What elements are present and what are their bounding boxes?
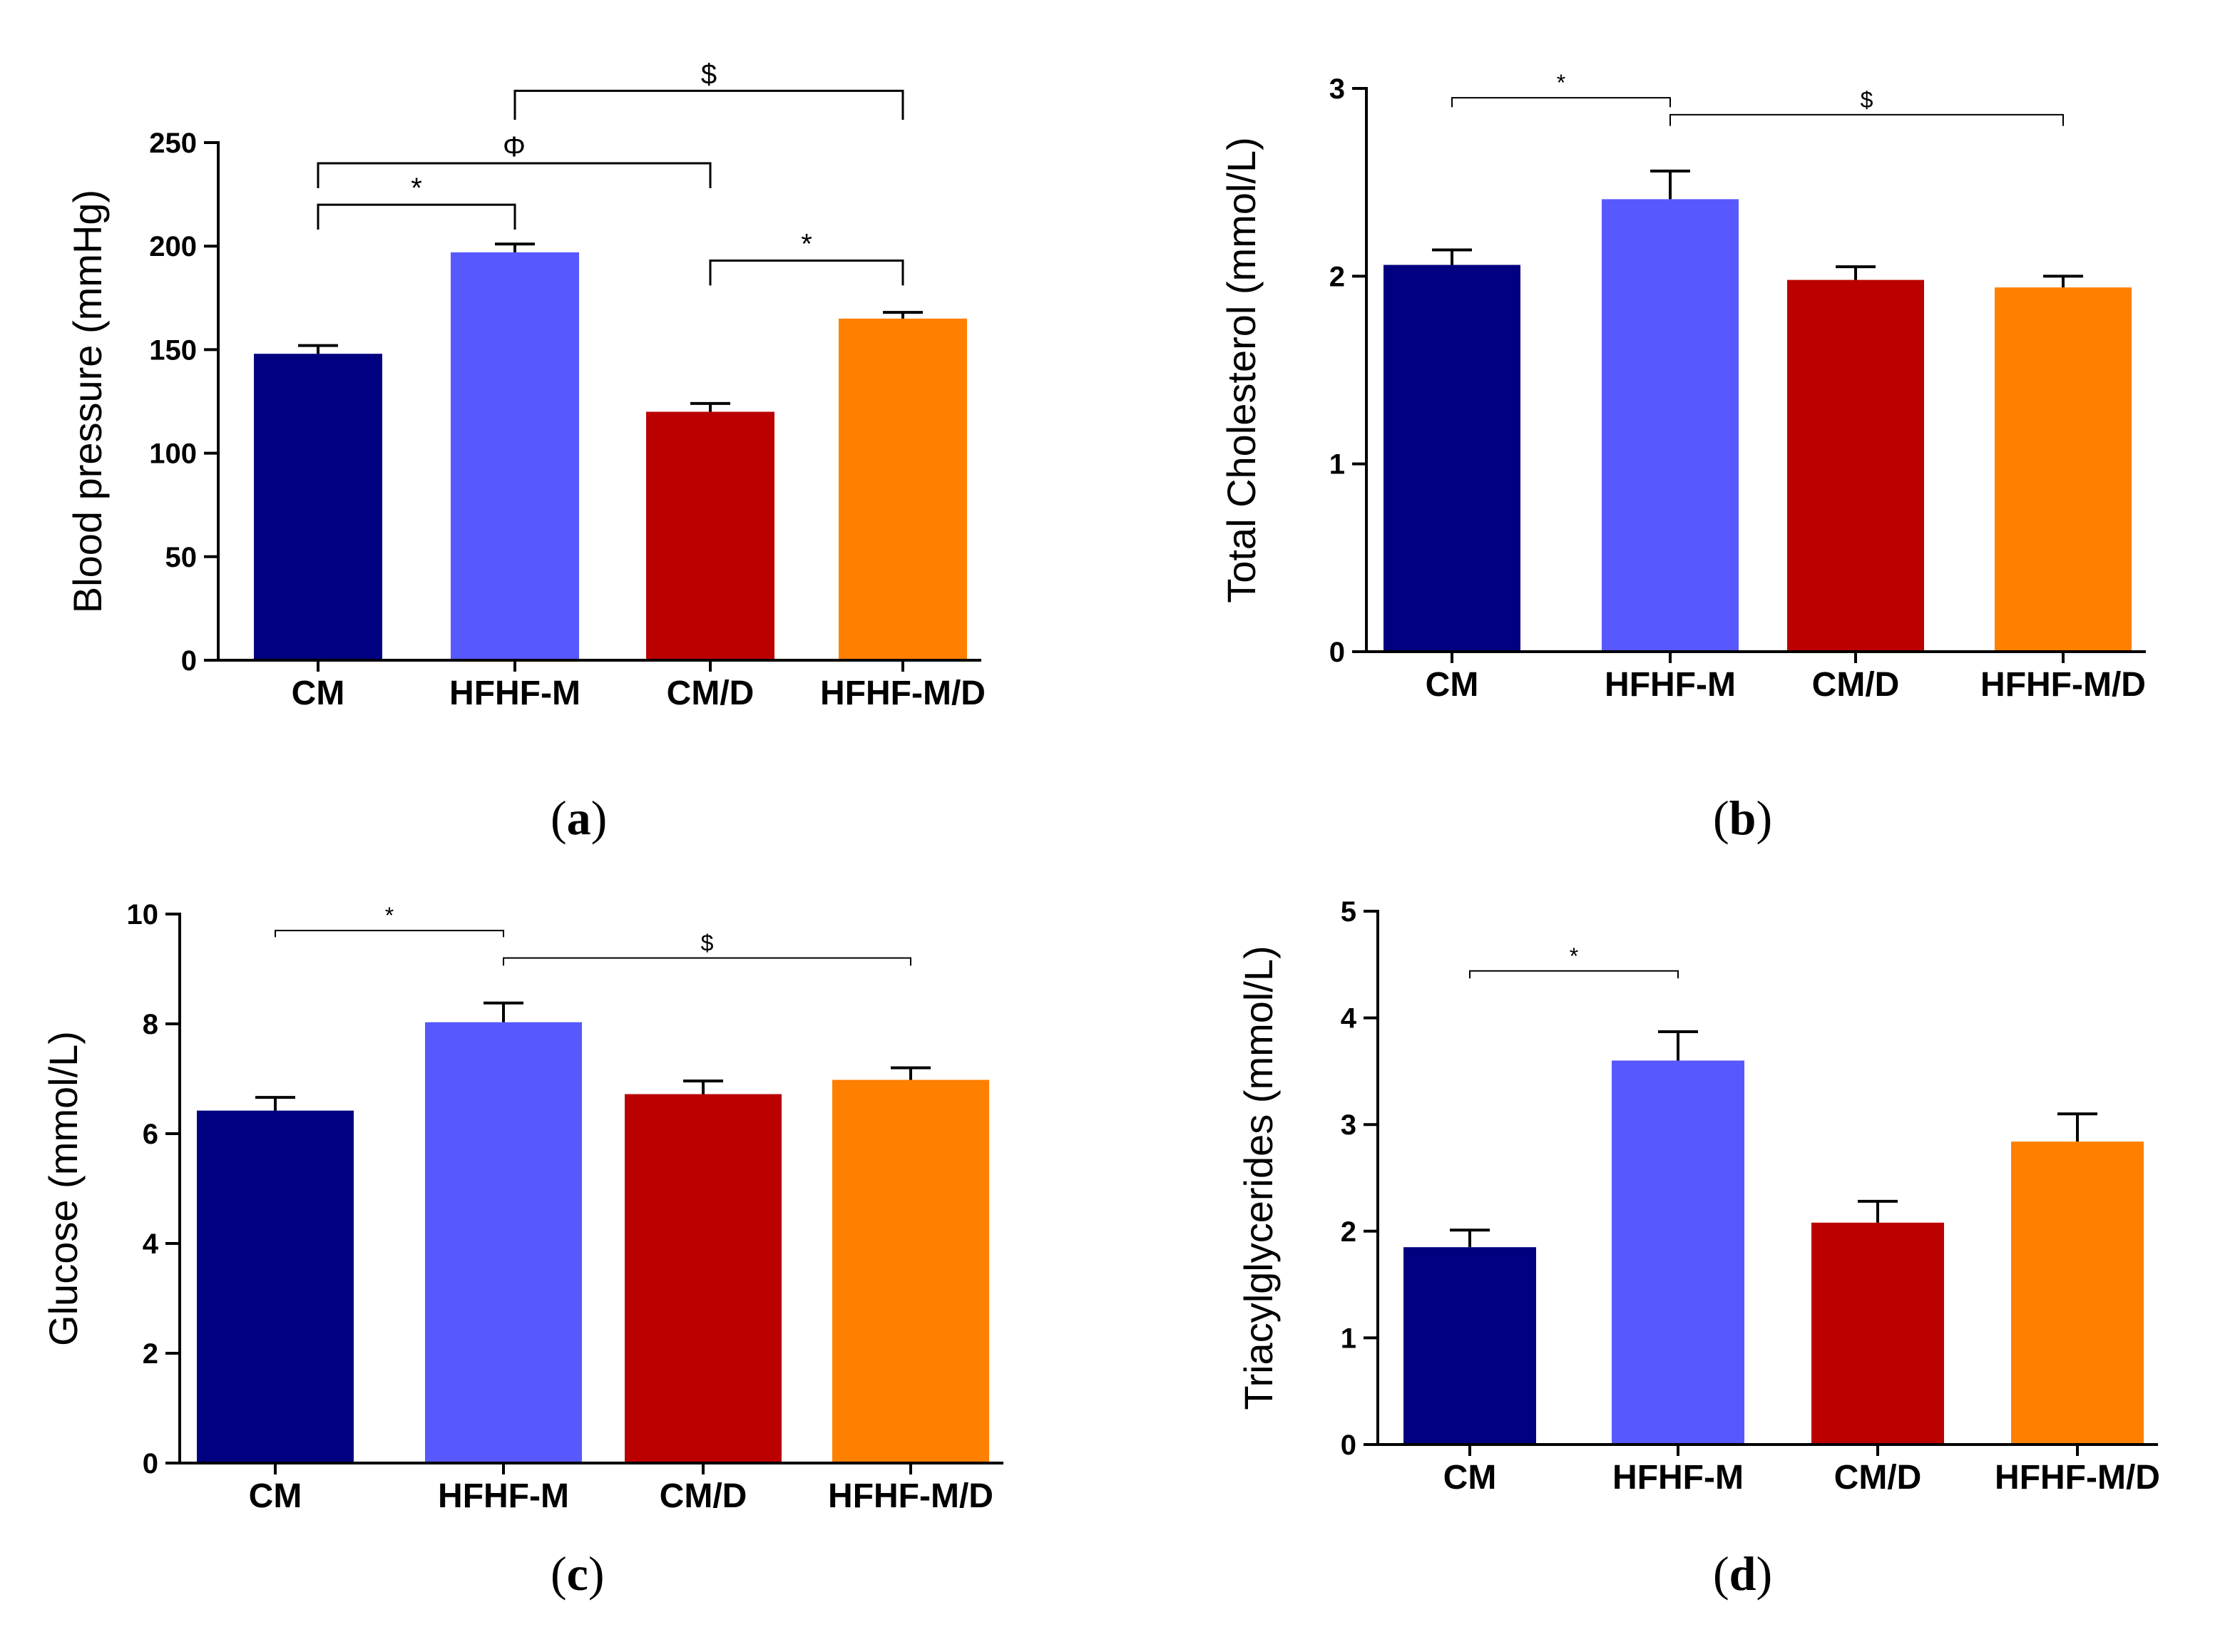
x-tick-label: CM — [249, 1477, 302, 1515]
y-axis-title: Glucose (mmol/L) — [41, 1031, 86, 1346]
x-tick-label: HFHF-M — [449, 674, 581, 712]
bar-chart-total-cholesterol: CM HFHF-M CM/D HFHF-M/D 0 1 2 3 Total Cholestero… — [1219, 70, 2146, 704]
y-tick-label: 100 — [149, 438, 197, 470]
significance-marker: * — [411, 173, 422, 204]
y-tick-label: 3 — [1341, 1109, 1356, 1141]
x-tick-label: CM — [1443, 1459, 1497, 1497]
bar-hfhf-m — [1602, 199, 1739, 652]
y-tick-label: 150 — [149, 334, 197, 366]
significance-bracket — [1669, 113, 2064, 126]
y-tick-label: 0 — [1329, 637, 1345, 668]
bar-hfhf-m-d — [839, 318, 967, 660]
y-tick-label: 1 — [1329, 449, 1345, 481]
bar-chart-blood-pressure: CM HFHF-M CM/D HFHF-M/D 0 50 100 150 200 250 Blood… — [65, 58, 986, 712]
bar-hfhf-m-d — [832, 1079, 989, 1463]
x-tick-label: HFHF-M/D — [820, 674, 986, 712]
panel-label-a: (a) — [551, 791, 608, 845]
significance-bracket — [1469, 970, 1679, 979]
significance-bracket — [1451, 97, 1671, 108]
bar-cm-d — [1811, 1222, 1944, 1445]
panel-label-d: (d) — [1713, 1546, 1773, 1601]
significance-bracket — [317, 162, 712, 188]
y-tick-label: 250 — [149, 128, 197, 159]
chart-panel-c: CM HFHF-M CM/D HFHF-M/D 0 2 4 6 8 10 Glucose (mmol… — [0, 826, 1120, 1651]
y-tick-label: 50 — [165, 542, 198, 573]
y-tick-label: 4 — [143, 1228, 159, 1260]
bar-hfhf-m — [425, 1022, 582, 1463]
bar-cm — [1384, 265, 1520, 652]
y-tick-label: 0 — [143, 1448, 158, 1479]
y-tick-label: 6 — [143, 1119, 158, 1150]
chart-panel-b: CM HFHF-M CM/D HFHF-M/D 0 1 2 3 Total Cholestero… — [1120, 0, 2239, 845]
bar-chart-triacylglycerides: CM HFHF-M CM/D HFHF-M/D 0 1 2 3 4 5 Triacylglyceri… — [1236, 896, 2160, 1497]
bar-cm — [254, 354, 382, 660]
x-tick-label: HFHF-M/D — [828, 1477, 993, 1515]
y-tick-label: 4 — [1341, 1003, 1357, 1035]
significance-marker: * — [801, 229, 812, 260]
chart-panel-a: CM HFHF-M CM/D HFHF-M/D 0 50 100 150 200 250 Blood… — [0, 0, 1120, 845]
chart-panel-d: CM HFHF-M CM/D HFHF-M/D 0 1 2 3 4 5 Triacylglyceri… — [1120, 826, 2239, 1651]
y-tick-label: 0 — [1341, 1430, 1356, 1461]
y-tick-label: 1 — [1341, 1323, 1356, 1354]
bar-cm-d — [625, 1094, 782, 1463]
bar-chart-glucose: CM HFHF-M CM/D HFHF-M/D 0 2 4 6 8 10 Glucose (mmol… — [41, 899, 1003, 1515]
x-tick-label: CM/D — [1834, 1459, 1922, 1497]
x-tick-label: CM/D — [660, 1477, 747, 1515]
x-tick-label: HFHF-M/D — [1980, 666, 2146, 704]
y-tick-label: 10 — [127, 899, 159, 930]
bar-cm-d — [1787, 279, 1924, 652]
bar-cm — [1403, 1247, 1536, 1445]
x-tick-label: CM/D — [1812, 666, 1900, 704]
significance-bracket — [317, 203, 516, 230]
x-tick-label: HFHF-M — [1612, 1459, 1744, 1497]
significance-marker: $ — [701, 930, 714, 956]
significance-bracket — [513, 89, 904, 120]
y-tick-label: 5 — [1341, 896, 1356, 928]
x-tick-label: HFHF-M — [1605, 666, 1736, 704]
x-tick-label: CM/D — [667, 674, 755, 712]
x-tick-label: HFHF-M — [438, 1477, 569, 1515]
bar-cm — [197, 1110, 354, 1463]
panel-label-c: (c) — [551, 1546, 605, 1601]
significance-bracket — [709, 260, 904, 286]
panel-label-b: (b) — [1713, 791, 1773, 845]
y-tick-label: 2 — [143, 1338, 158, 1370]
y-tick-label: 8 — [143, 1009, 158, 1040]
significance-marker: Φ — [503, 131, 526, 163]
y-tick-label: 2 — [1341, 1216, 1356, 1248]
y-tick-label: 0 — [181, 645, 197, 677]
bar-hfhf-m — [451, 252, 579, 660]
y-tick-label: 2 — [1329, 261, 1345, 292]
y-tick-label: 3 — [1329, 73, 1345, 105]
significance-bracket — [275, 930, 504, 938]
significance-marker: * — [1570, 943, 1578, 969]
x-tick-label: CM — [1426, 666, 1479, 704]
bar-hfhf-m — [1612, 1060, 1744, 1445]
x-tick-label: CM — [292, 674, 345, 712]
y-axis-title: Total Cholesterol (mmol/L) — [1219, 137, 1264, 603]
significance-marker: * — [385, 903, 394, 928]
bar-hfhf-m-d — [2011, 1141, 2144, 1445]
significance-bracket — [503, 957, 911, 966]
y-axis-title: Triacylglycerides (mmol/L) — [1236, 945, 1281, 1410]
x-tick-label: HFHF-M/D — [1995, 1459, 2160, 1497]
bar-hfhf-m-d — [1995, 287, 2132, 652]
significance-marker: $ — [1861, 87, 1873, 113]
y-axis-title: Blood pressure (mmHg) — [65, 190, 110, 613]
significance-marker: * — [1557, 70, 1565, 96]
bar-cm-d — [646, 411, 774, 660]
significance-marker: $ — [701, 58, 717, 90]
y-tick-label: 200 — [149, 231, 197, 262]
